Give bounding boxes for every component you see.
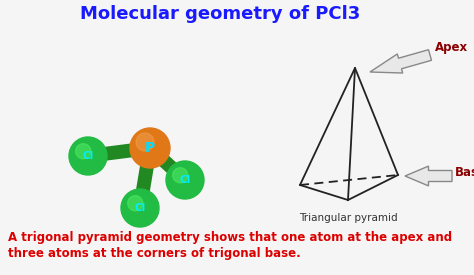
Circle shape: [121, 189, 159, 227]
Text: P: P: [145, 141, 155, 155]
Circle shape: [128, 196, 143, 211]
Polygon shape: [370, 50, 431, 73]
Text: Base: Base: [455, 166, 474, 180]
Circle shape: [76, 144, 91, 159]
Circle shape: [69, 137, 107, 175]
Text: Cl: Cl: [82, 151, 94, 161]
Circle shape: [136, 133, 154, 151]
Circle shape: [173, 168, 188, 183]
Text: Molecular geometry of PCl3: Molecular geometry of PCl3: [80, 5, 360, 23]
Text: Cl: Cl: [134, 203, 146, 213]
Text: Apex: Apex: [435, 40, 468, 54]
Text: three atoms at the corners of trigonal base.: three atoms at the corners of trigonal b…: [8, 248, 301, 260]
Text: A trigonal pyramid geometry shows that one atom at the apex and: A trigonal pyramid geometry shows that o…: [8, 232, 452, 244]
Polygon shape: [405, 166, 452, 186]
Text: Triangular pyramid: Triangular pyramid: [299, 213, 397, 223]
Circle shape: [130, 128, 170, 168]
Text: Cl: Cl: [179, 175, 191, 185]
Circle shape: [166, 161, 204, 199]
